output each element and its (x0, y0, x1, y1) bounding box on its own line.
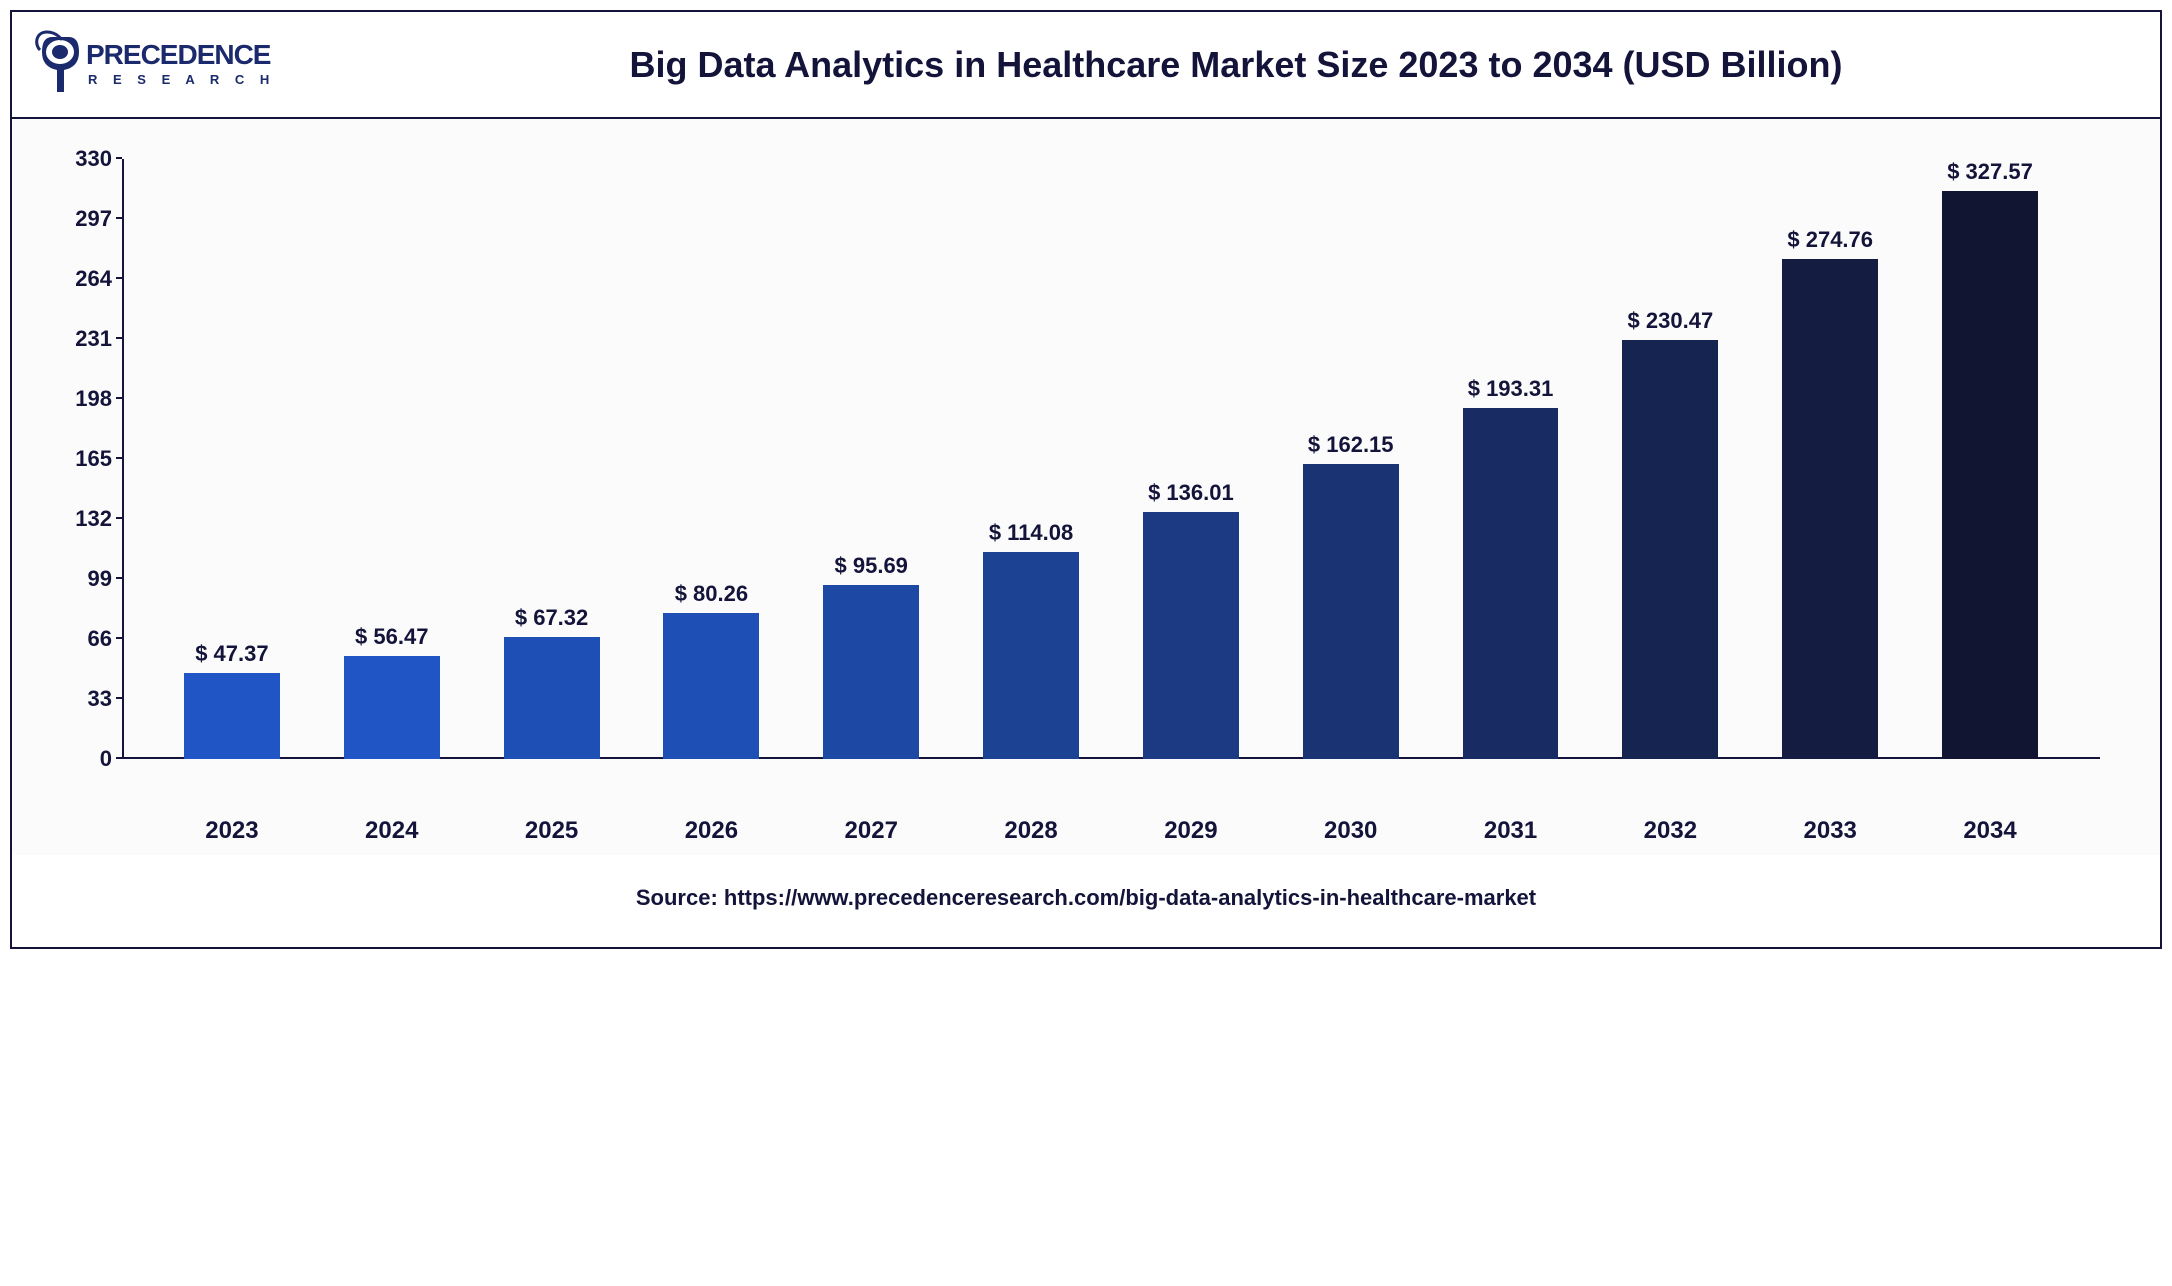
category-label: 2028 (951, 799, 1111, 845)
category-labels: 2023202420252026202720282029203020312032… (122, 799, 2100, 845)
bars: $ 47.37 $ 56.47 $ 67.32 $ 80.26 $ 95.69 $ 114… (122, 159, 2100, 759)
bar (1942, 191, 2038, 759)
y-tick-label: 330 (52, 146, 112, 172)
y-tick-label: 231 (52, 326, 112, 352)
bar-value-label: $ 193.31 (1468, 376, 1554, 402)
bar (344, 656, 440, 759)
bar-value-label: $ 274.76 (1787, 227, 1873, 253)
bar (1782, 259, 1878, 759)
category-label: 2032 (1590, 799, 1750, 845)
bar (1303, 464, 1399, 759)
brand-subtitle: R E S E A R C H (88, 72, 275, 87)
category-label: 2031 (1431, 799, 1591, 845)
plot-area: 0 33 66 99 132 165 198 231 264 297 330 $ 47.37 $ 56… (12, 119, 2160, 855)
bar-value-label: $ 230.47 (1628, 308, 1714, 334)
bar (663, 613, 759, 759)
category-label: 2027 (791, 799, 951, 845)
y-tick-label: 165 (52, 446, 112, 472)
y-tick-label: 264 (52, 266, 112, 292)
bar-value-label: $ 56.47 (355, 624, 428, 650)
category-label: 2033 (1750, 799, 1910, 845)
bar (1143, 512, 1239, 759)
bar-slot: $ 162.15 (1271, 159, 1431, 759)
category-label: 2034 (1910, 799, 2070, 845)
y-tick-label: 132 (52, 506, 112, 532)
y-tick-label: 297 (52, 206, 112, 232)
bar-slot: $ 114.08 (951, 159, 1111, 759)
bar-value-label: $ 327.57 (1947, 159, 2033, 185)
y-tick-label: 0 (52, 746, 112, 772)
bar (1622, 340, 1718, 759)
bar-value-label: $ 136.01 (1148, 480, 1234, 506)
header: PRECEDENCE R E S E A R C H Big Data Anal… (12, 12, 2160, 119)
y-tick-label: 33 (52, 686, 112, 712)
bar-slot: $ 56.47 (312, 159, 472, 759)
bar-value-label: $ 67.32 (515, 605, 588, 631)
category-label: 2030 (1271, 799, 1431, 845)
bar-slot: $ 327.57 (1910, 159, 2070, 759)
source-text: Source: https://www.precedenceresearch.c… (12, 855, 2160, 947)
bar-slot: $ 67.32 (472, 159, 632, 759)
y-tick-label: 66 (52, 626, 112, 652)
y-tick-label: 99 (52, 566, 112, 592)
bar-slot: $ 193.31 (1431, 159, 1591, 759)
bar-slot: $ 136.01 (1111, 159, 1271, 759)
category-label: 2024 (312, 799, 472, 845)
bar (983, 552, 1079, 759)
category-label: 2026 (631, 799, 791, 845)
bar-slot: $ 80.26 (631, 159, 791, 759)
bar-slot: $ 274.76 (1750, 159, 1910, 759)
bar-value-label: $ 114.08 (989, 520, 1073, 546)
chart-container: PRECEDENCE R E S E A R C H Big Data Anal… (10, 10, 2162, 949)
bar-value-label: $ 47.37 (195, 641, 268, 667)
brand-logo: PRECEDENCE R E S E A R C H (32, 22, 292, 107)
bar-slot: $ 95.69 (791, 159, 951, 759)
category-label: 2025 (472, 799, 632, 845)
logo-icon (37, 32, 79, 92)
category-label: 2029 (1111, 799, 1271, 845)
axes: 0336699132165198231264297330 $ 47.37$ 56… (122, 159, 2100, 799)
bar-value-label: $ 162.15 (1308, 432, 1394, 458)
bar-slot: $ 230.47 (1590, 159, 1750, 759)
bar-slot: $ 47.37 (152, 159, 312, 759)
y-tick-label: 198 (52, 386, 112, 412)
bar (1463, 408, 1559, 759)
brand-name: PRECEDENCE (86, 39, 271, 70)
bar (504, 637, 600, 759)
bar-value-label: $ 95.69 (835, 553, 908, 579)
bar (823, 585, 919, 759)
bar (184, 673, 280, 759)
chart-title: Big Data Analytics in Healthcare Market … (332, 44, 2140, 86)
category-label: 2023 (152, 799, 312, 845)
bar-value-label: $ 80.26 (675, 581, 748, 607)
